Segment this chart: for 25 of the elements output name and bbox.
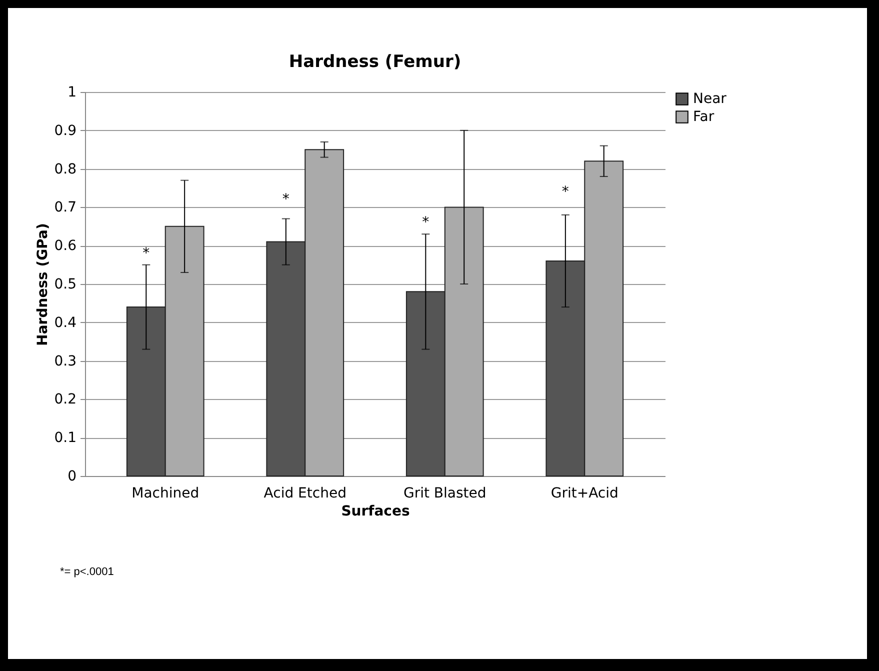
legend-label: Near [693, 91, 727, 107]
x-tick-label: Acid Etched [264, 486, 346, 502]
y-tick-label: 0.7 [54, 200, 76, 216]
annotation: * [142, 245, 150, 262]
y-tick-label: 1 [68, 84, 76, 100]
y-tick-label: 0 [68, 468, 76, 484]
x-tick-label: Grit Blasted [403, 486, 486, 502]
x-tick-label: Grit+Acid [550, 486, 618, 502]
y-tick-label: 0.6 [54, 238, 77, 254]
y-tick-label: 0.2 [54, 392, 76, 408]
annotation: * [282, 192, 290, 208]
x-axis-title: Surfaces [341, 504, 410, 520]
y-tick-label: 0.8 [54, 161, 76, 178]
y-tick-label: 0.5 [54, 276, 76, 292]
legend-label: Far [693, 109, 714, 125]
y-tick-label: 0.1 [54, 430, 76, 446]
y-tick-label: 0.9 [54, 122, 76, 139]
y-axis-title: Hardness (GPa) [35, 223, 52, 346]
text: *= p<.0001 [60, 566, 114, 578]
x-tick-label: Machined [132, 486, 200, 502]
y-tick-label: 0.4 [54, 314, 77, 331]
chart-title: Hardness (Femur) [288, 52, 462, 72]
annotation: * [562, 184, 569, 200]
y-tick-label: 0.3 [54, 353, 76, 370]
annotation: * [422, 214, 430, 231]
